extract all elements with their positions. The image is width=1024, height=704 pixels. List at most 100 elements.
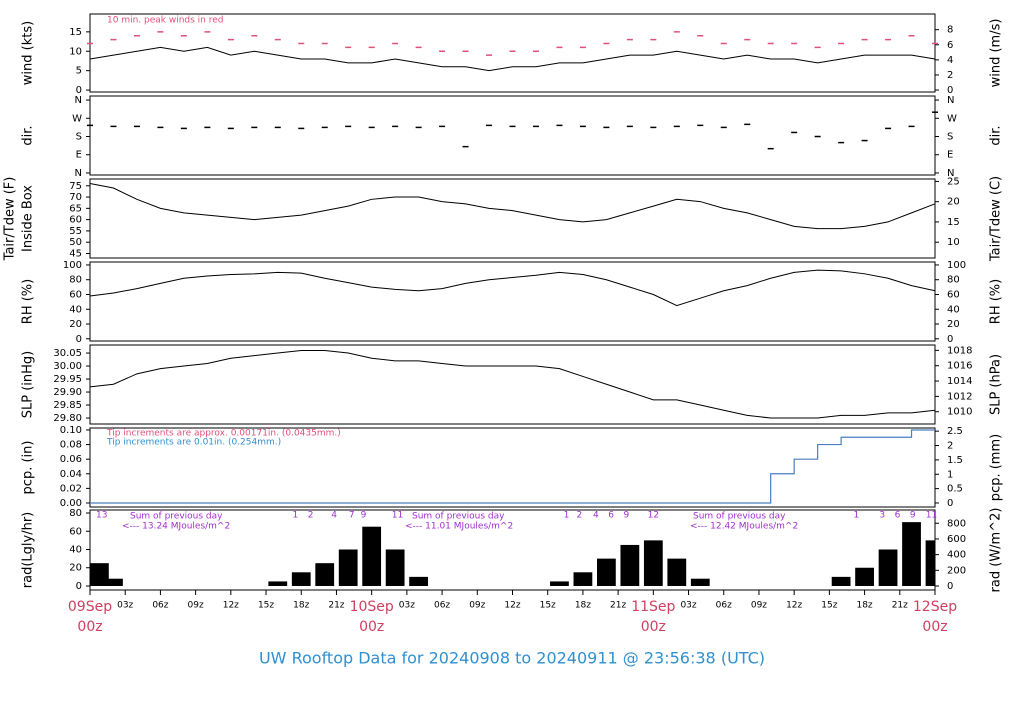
hour-mark: 13 bbox=[96, 511, 107, 521]
y2-axis-label: rad (W/m^2) bbox=[989, 508, 1004, 593]
bar bbox=[620, 544, 640, 586]
hour-mark: 2 bbox=[308, 511, 314, 521]
x-date-label: 09Sep bbox=[68, 599, 112, 615]
x-date-label: 00z bbox=[359, 619, 384, 635]
data-line bbox=[89, 183, 936, 230]
annotation: Tip increments are approx. 0.00171in. (0… bbox=[106, 429, 341, 439]
y-tick-label: 29.85 bbox=[53, 400, 82, 411]
y2-tick-label: S bbox=[947, 132, 953, 143]
y-tick-label: S bbox=[76, 132, 82, 143]
y-tick-label: 60 bbox=[69, 526, 82, 537]
y2-tick-label: 6 bbox=[947, 40, 953, 51]
x-tick-label: 15z bbox=[821, 601, 837, 611]
y-axis-label: Inside Box bbox=[21, 185, 36, 252]
y-tick-label: 65 bbox=[69, 203, 82, 214]
y2-tick-label: 20 bbox=[947, 197, 960, 208]
x-tick-label: 18z bbox=[575, 601, 591, 611]
x-tick-label: 21z bbox=[328, 601, 344, 611]
y-tick-label: 0 bbox=[76, 85, 82, 96]
x-tick-label: 06z bbox=[152, 601, 168, 611]
y2-tick-label: 0 bbox=[947, 498, 953, 509]
y-tick-label: E bbox=[76, 150, 82, 161]
hour-mark: 3 bbox=[879, 511, 885, 521]
bar bbox=[573, 572, 593, 586]
hour-mark: 12 bbox=[648, 511, 659, 521]
y-tick-label: 80 bbox=[69, 508, 82, 519]
x-tick-label: 18z bbox=[293, 601, 309, 611]
y-tick-label: 70 bbox=[69, 192, 82, 203]
y-tick-label: 60 bbox=[69, 289, 82, 300]
bar bbox=[268, 581, 288, 586]
x-tick-label: 12z bbox=[786, 601, 802, 611]
hour-mark: 4 bbox=[331, 511, 337, 521]
y2-tick-label: 600 bbox=[947, 534, 966, 545]
bar bbox=[643, 540, 663, 586]
y-tick-label: 40 bbox=[69, 304, 82, 315]
hour-mark: 1 bbox=[854, 511, 860, 521]
y-tick-label: 29.95 bbox=[53, 374, 82, 385]
y-tick-label: 0.08 bbox=[60, 440, 82, 451]
y-tick-label: 40 bbox=[69, 544, 82, 555]
panel-frame bbox=[89, 95, 936, 176]
y2-tick-label: W bbox=[947, 113, 957, 124]
bar bbox=[315, 563, 335, 586]
x-tick-label: 12z bbox=[504, 601, 520, 611]
x-tick-label: 03z bbox=[399, 601, 415, 611]
hour-mark: 6 bbox=[895, 511, 901, 521]
x-tick-label: 09z bbox=[751, 601, 767, 611]
hour-mark: 2 bbox=[577, 511, 583, 521]
y-tick-label: 20 bbox=[69, 563, 82, 574]
y2-tick-label: 15 bbox=[947, 217, 960, 228]
y-tick-label: 29.80 bbox=[53, 413, 82, 424]
x-tick-label: 09z bbox=[188, 601, 204, 611]
y-tick-label: 15 bbox=[69, 27, 82, 38]
y-axis-label: pcp. (in) bbox=[21, 441, 36, 495]
x-tick-label: 06z bbox=[716, 601, 732, 611]
y-tick-label: 10 bbox=[69, 46, 82, 57]
y2-tick-label: 4 bbox=[947, 55, 953, 66]
y2-tick-label: 20 bbox=[947, 319, 960, 330]
panel-frame bbox=[89, 178, 936, 259]
y-tick-label: N bbox=[75, 168, 82, 179]
y2-tick-label: 1.5 bbox=[947, 455, 963, 466]
y-tick-label: 55 bbox=[69, 226, 82, 237]
y2-tick-label: 400 bbox=[947, 550, 966, 561]
y-tick-label: 5 bbox=[76, 66, 82, 77]
y2-tick-label: 100 bbox=[947, 260, 966, 271]
y-tick-label: 29.90 bbox=[53, 387, 82, 398]
y2-tick-label: 8 bbox=[947, 25, 953, 36]
y2-tick-label: 1010 bbox=[947, 407, 972, 418]
annotation: <--- 11.01 MJoules/m^2 bbox=[405, 522, 513, 532]
y2-tick-label: 0.5 bbox=[947, 484, 963, 495]
y-tick-label: 0 bbox=[76, 334, 82, 345]
y2-tick-label: 1018 bbox=[947, 345, 972, 356]
y2-tick-label: 200 bbox=[947, 565, 966, 576]
bar bbox=[291, 572, 311, 586]
y2-tick-label: 1012 bbox=[947, 391, 972, 402]
y2-tick-label: 60 bbox=[947, 289, 960, 300]
annotation: <--- 12.42 MJoules/m^2 bbox=[690, 522, 798, 532]
hour-mark: 1 bbox=[564, 511, 570, 521]
y-tick-label: 0.06 bbox=[60, 454, 82, 465]
y2-axis-label: SLP (hPa) bbox=[989, 354, 1004, 415]
y2-tick-label: 2 bbox=[947, 70, 953, 81]
hour-mark: 6 bbox=[608, 511, 614, 521]
y-axis-label: wind (kts) bbox=[21, 21, 36, 85]
bar bbox=[902, 522, 921, 586]
y2-tick-label: 1 bbox=[947, 469, 953, 480]
data-line bbox=[89, 269, 936, 307]
y-tick-label: 0.02 bbox=[60, 483, 82, 494]
x-date-label: 00z bbox=[641, 619, 666, 635]
footer-title: UW Rooftop Data for 20240908 to 20240911… bbox=[259, 649, 765, 668]
bar bbox=[362, 526, 382, 586]
y-tick-label: 0.04 bbox=[60, 469, 82, 480]
annotation: Sum of previous day bbox=[412, 512, 505, 522]
x-tick-label: 09z bbox=[469, 601, 485, 611]
y2-axis-label: RH (%) bbox=[989, 279, 1004, 324]
x-tick-label: 12z bbox=[223, 601, 239, 611]
x-tick-label: 18z bbox=[856, 601, 872, 611]
y-tick-label: 50 bbox=[69, 237, 82, 248]
y2-tick-label: 0 bbox=[947, 581, 953, 592]
bar bbox=[878, 549, 898, 586]
